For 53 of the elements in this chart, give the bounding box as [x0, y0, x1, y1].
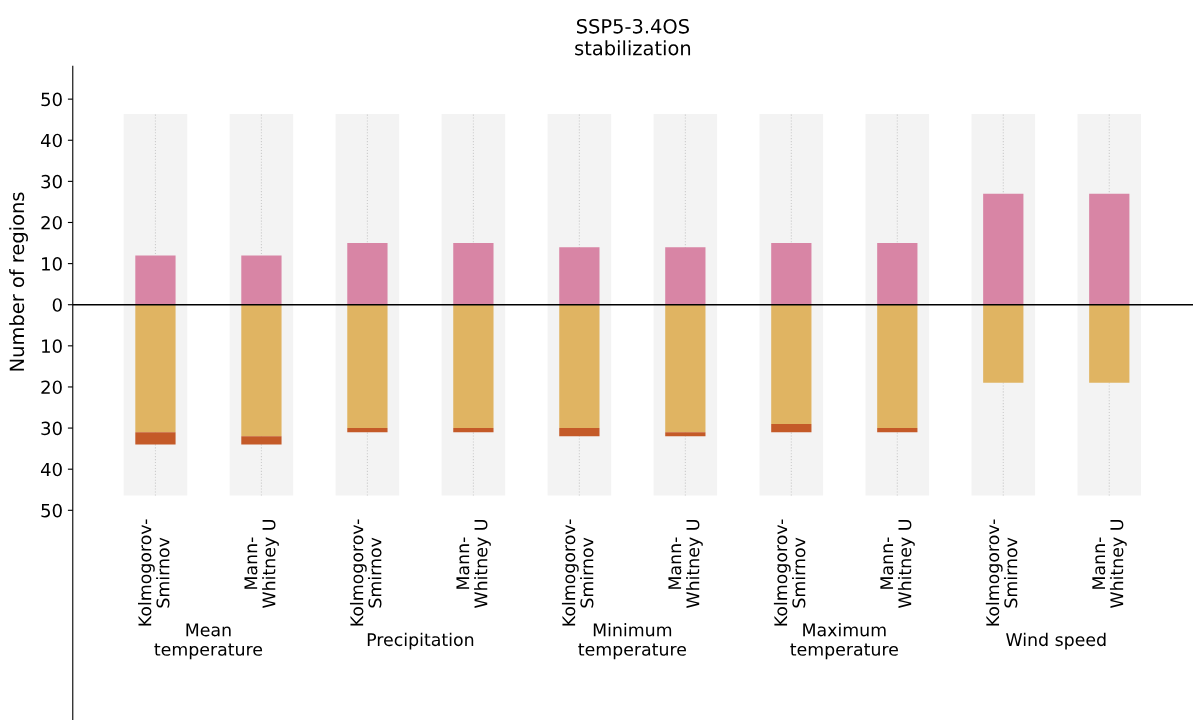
bar [135, 255, 176, 305]
x-tick-label: Mann- Whitney U [456, 520, 491, 608]
bar [135, 432, 176, 445]
x-tick-label: Mann- Whitney U [244, 520, 279, 608]
annotation: Wind speed [1006, 632, 1106, 650]
bar [347, 243, 388, 305]
bar [877, 243, 918, 305]
bar [453, 428, 494, 433]
y-tick-label: 30 [41, 421, 62, 436]
bar [771, 243, 812, 305]
y-tick-label: 50 [41, 92, 62, 107]
y-tick-label: 0 [52, 298, 62, 312]
y-tick-label: 20 [41, 380, 62, 395]
x-tick-label: Kolmogorov- Smirnov [985, 519, 1018, 626]
bar [241, 304, 282, 437]
bar [877, 428, 918, 433]
x-tick-label: Mann- Whitney U [1092, 520, 1127, 608]
y-tick-label: 30 [41, 174, 62, 189]
y-tick-label: 40 [40, 133, 62, 148]
bar [983, 193, 1024, 305]
bar [877, 304, 918, 429]
bar [771, 304, 812, 424]
x-tick-label: Kolmogorov- Smirnov [349, 519, 382, 626]
bar [241, 255, 282, 305]
bar [771, 423, 812, 433]
x-tick-label: Mann- Whitney U [668, 520, 703, 608]
annotation: Mean temperature [154, 623, 263, 660]
y-tick-label: 50 [41, 503, 62, 518]
annotation: Maximum temperature [790, 622, 898, 660]
bar [665, 304, 706, 433]
bar [559, 247, 600, 305]
x-tick-label: Kolmogorov- Smirnov [137, 519, 170, 626]
bar [453, 243, 494, 305]
y-axis-title: Number of regions [9, 192, 28, 371]
bar [665, 432, 706, 437]
bar [453, 304, 494, 429]
bar [559, 428, 600, 437]
bar [135, 304, 176, 433]
y-tick-label: 10 [42, 339, 62, 353]
x-tick-label: Mann- Whitney U [880, 520, 915, 608]
bar [347, 428, 388, 433]
y-tick-label: 10 [42, 257, 62, 271]
bar [983, 304, 1024, 383]
chart-title: SSP5-3.4OS stabilization [575, 18, 691, 56]
y-tick-label: 20 [41, 215, 62, 230]
bar [1089, 193, 1130, 305]
bar [347, 304, 388, 429]
bar [1089, 304, 1130, 383]
bar [559, 304, 600, 429]
annotation: Precipitation [367, 632, 474, 650]
y-tick-label: 40 [40, 462, 62, 477]
bar [665, 247, 706, 305]
bar [241, 436, 282, 445]
